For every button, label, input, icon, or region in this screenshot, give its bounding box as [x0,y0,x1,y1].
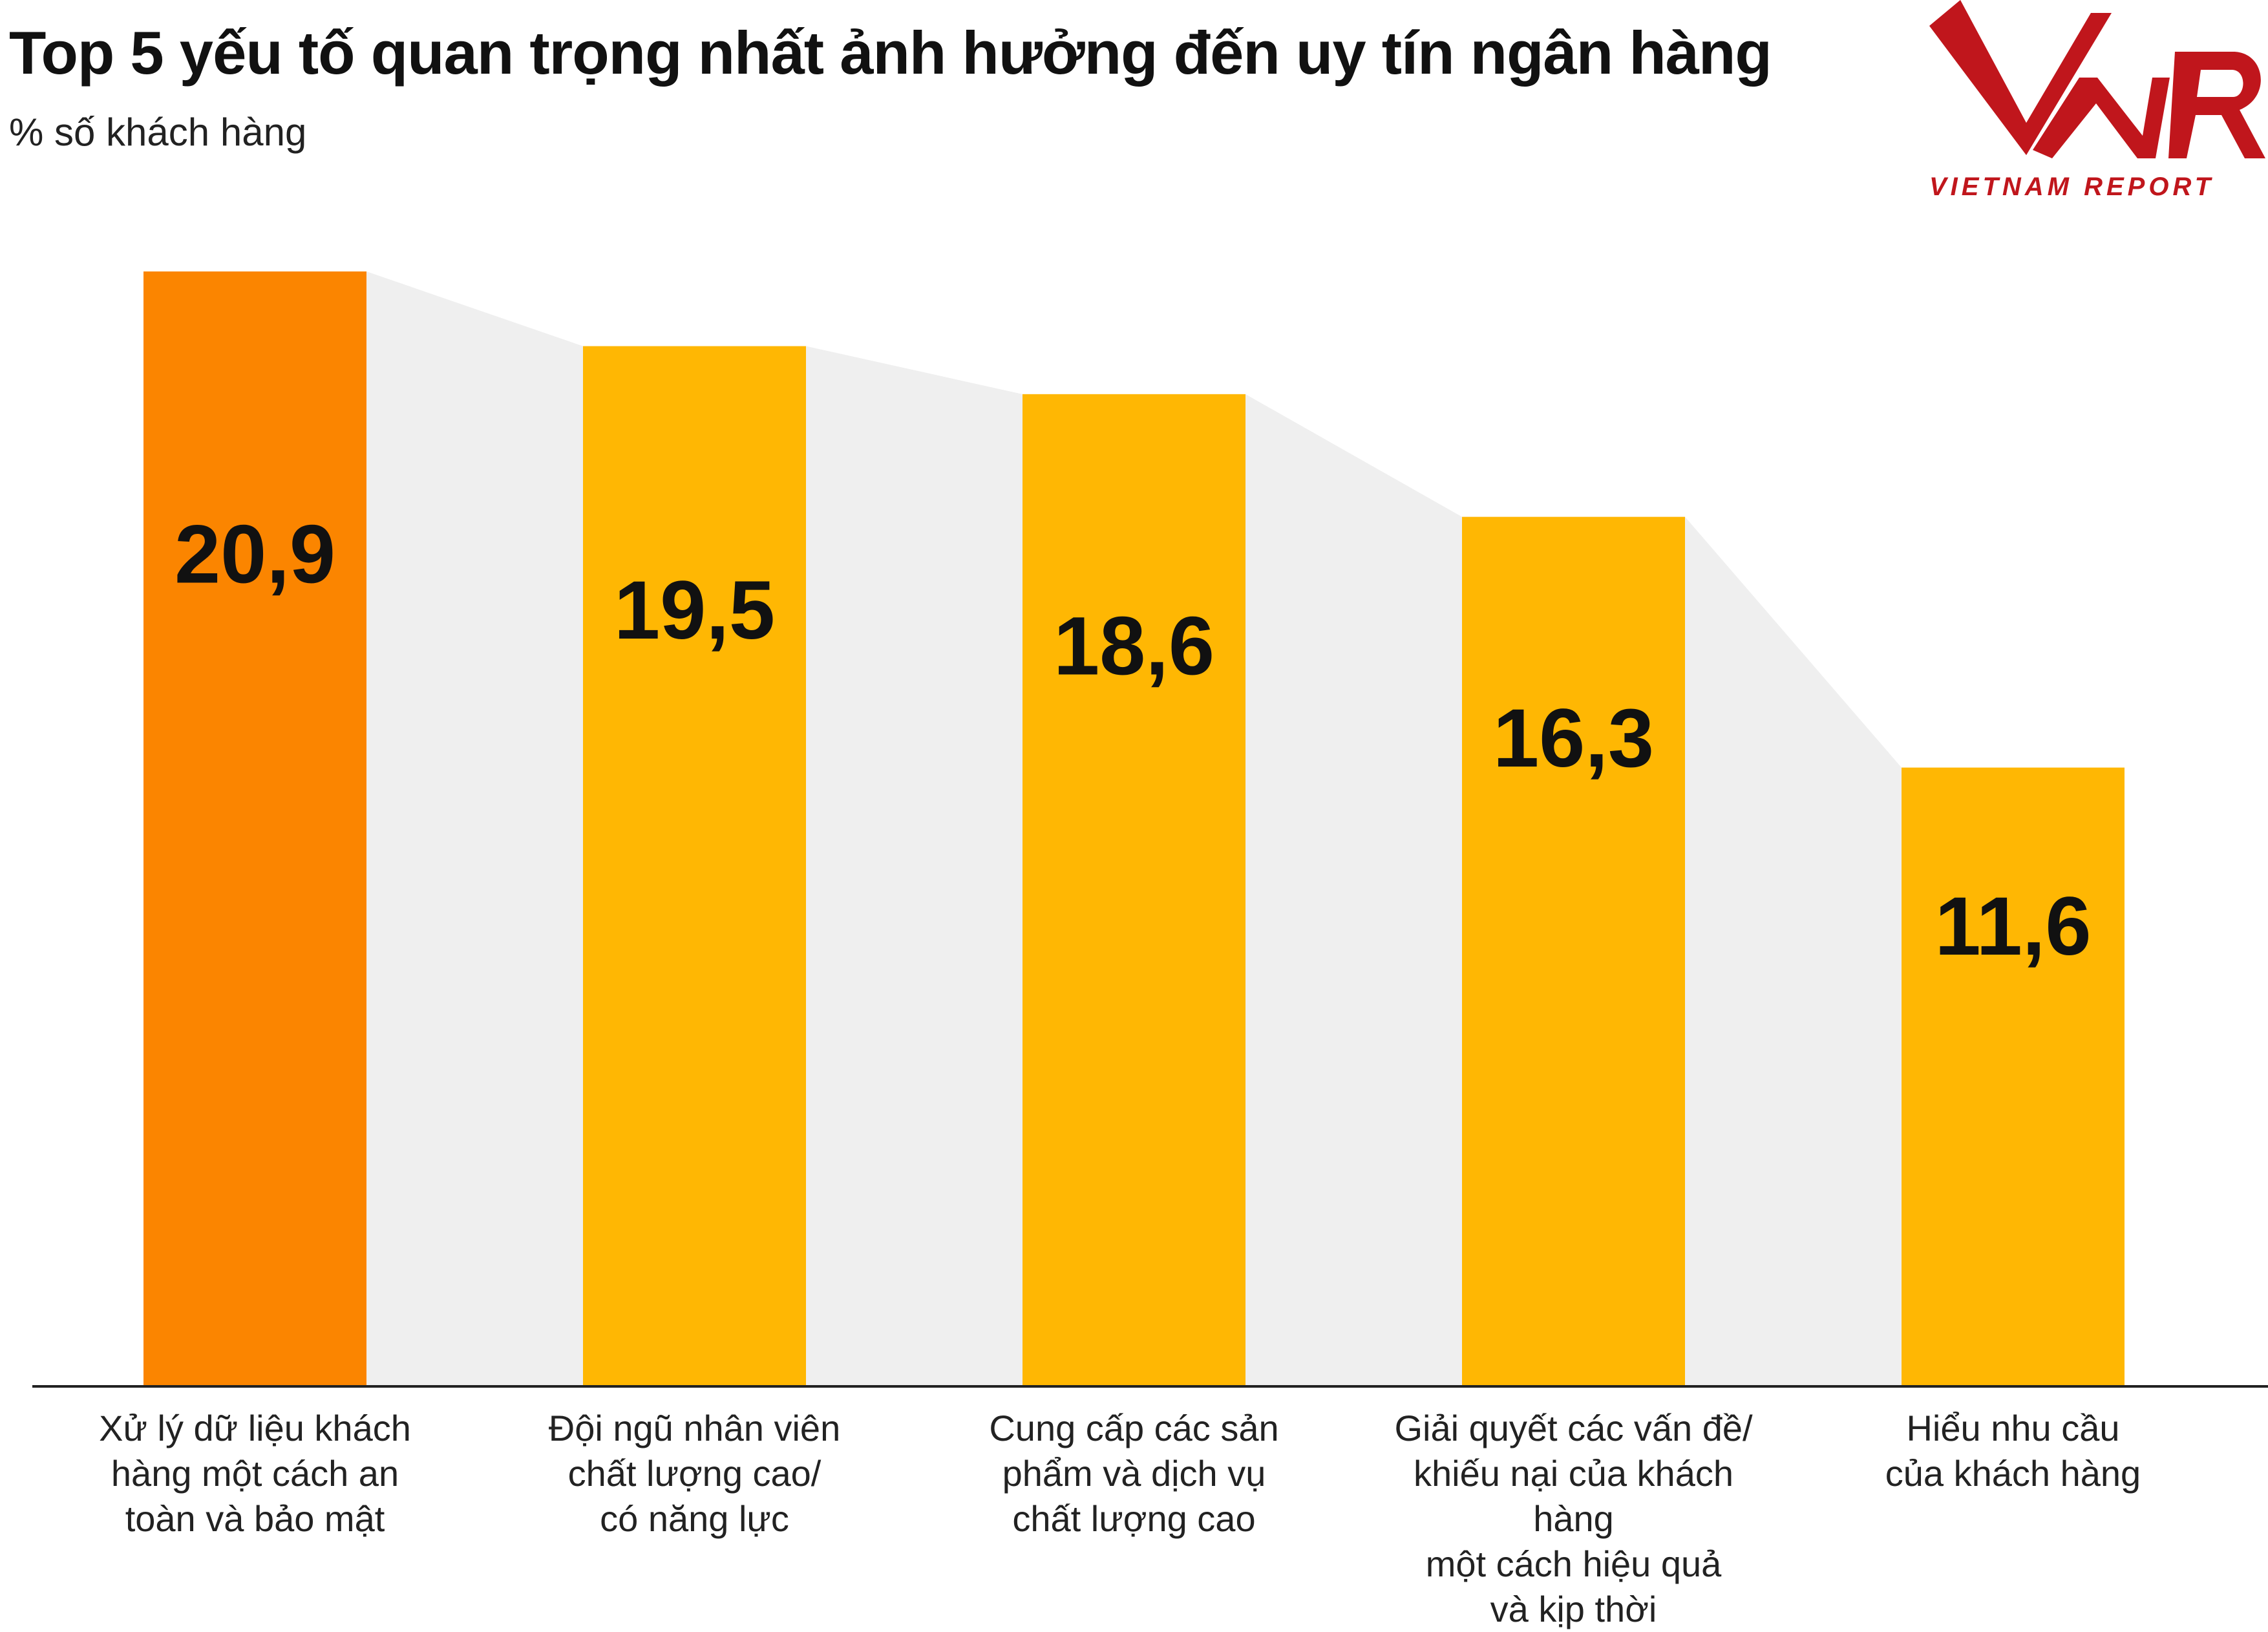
vietnam-report-logo: VIETNAM REPORT [1929,0,2265,201]
chart-title: Top 5 yếu tố quan trọng nhất ảnh hưởng đ… [9,19,1772,87]
bar-value-label: 20,9 [175,508,335,600]
category-label: Xử lý dữ liệu khách hàng một cách an toà… [99,1408,411,1539]
bar-value-label: 18,6 [1054,600,1214,693]
bar [143,271,366,1386]
category-label: Đội ngũ nhân viên chất lượng cao/ có năn… [548,1408,841,1539]
bar-value-label: 19,5 [614,564,775,657]
bar [583,346,806,1386]
category-label: Cung cấp các sản phẩm và dịch vụ chất lư… [989,1408,1279,1539]
category-label: Hiểu nhu cầu của khách hàng [1885,1408,2141,1494]
category-label: Giải quyết các vấn đề/ khiếu nại của khá… [1394,1408,1753,1629]
logo-wordmark: VIETNAM REPORT [1929,173,2214,201]
bar-value-label: 16,3 [1493,692,1654,785]
bar-value-label: 11,6 [1934,880,2091,973]
bar [1462,516,1685,1387]
bar [1023,394,1245,1386]
bar [1902,767,2125,1386]
chart-subtitle: % số khách hàng [9,111,307,154]
